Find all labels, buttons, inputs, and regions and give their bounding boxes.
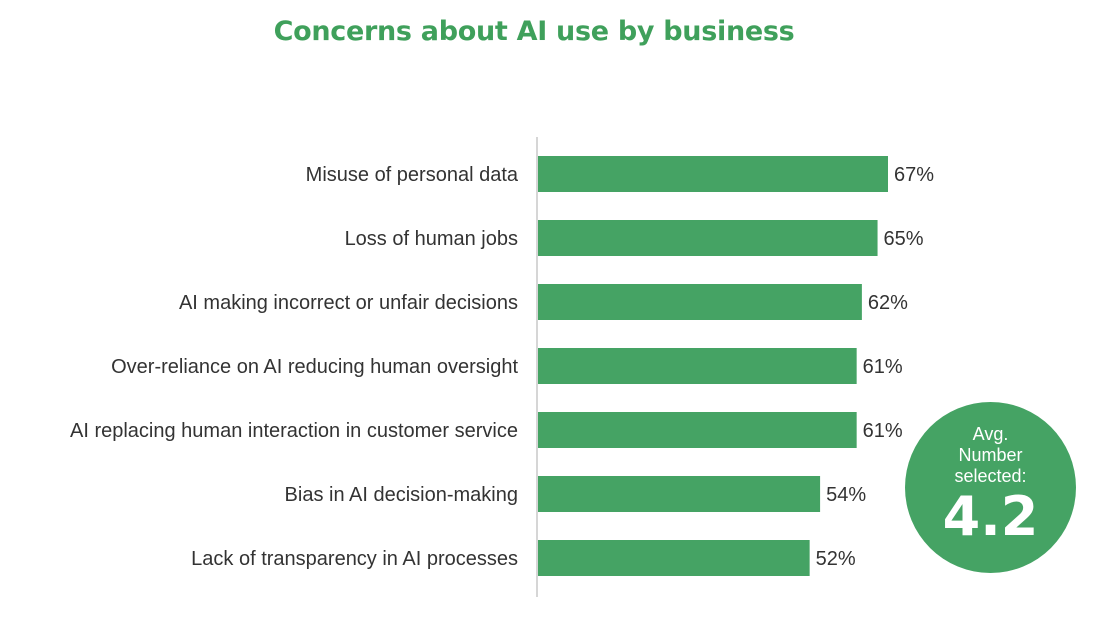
avg-number-badge: Avg. Number selected: 4.2 [905,402,1076,573]
bar-3 [538,284,862,320]
category-labels-group: Misuse of personal data Loss of human job… [70,164,519,570]
value-label-1: 67% [894,164,934,186]
badge-value: 4.2 [942,485,1039,548]
category-label-3: AI making incorrect or unfair decisions [179,292,518,314]
chart-title: Concerns about AI use by business [273,16,795,47]
value-labels-group: 67% 65% 62% 61% 61% 54% 52% [816,164,935,570]
bar-6 [538,476,821,512]
category-label-5: AI replacing human interaction in custom… [70,420,518,442]
bar-2 [538,220,878,256]
value-label-2: 65% [884,228,924,250]
bar-4 [538,348,857,384]
bar-1 [538,156,888,192]
value-label-6: 54% [826,484,866,506]
bar-7 [538,540,810,576]
bar-5 [538,412,857,448]
category-label-4: Over-reliance on AI reducing human overs… [111,356,518,378]
category-label-1: Misuse of personal data [306,164,519,186]
category-label-7: Lack of transparency in AI processes [191,548,518,570]
value-label-4: 61% [863,356,903,378]
badge-label: Avg. Number selected: [954,424,1027,486]
value-label-5: 61% [863,420,903,442]
category-label-2: Loss of human jobs [345,228,518,250]
value-label-3: 62% [868,292,908,314]
value-label-7: 52% [816,548,856,570]
bars-group [538,156,888,576]
category-label-6: Bias in AI decision-making [285,484,518,506]
